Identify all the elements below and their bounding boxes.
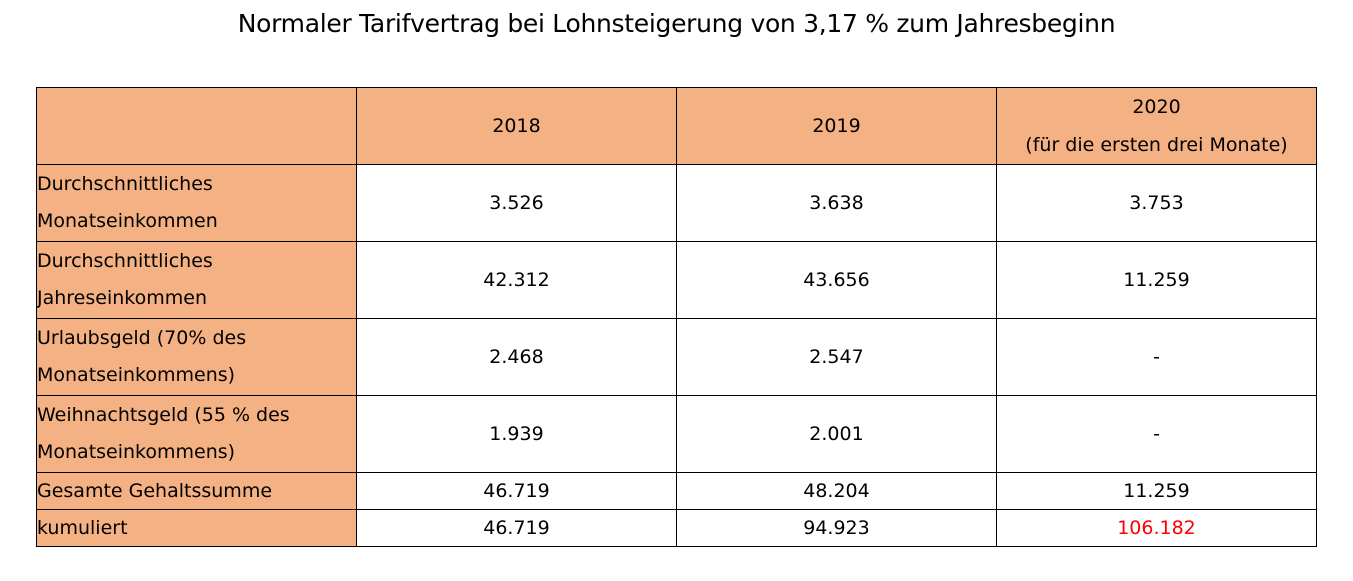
header-corner-cell bbox=[36, 87, 357, 165]
cell-2018: 46.719 bbox=[356, 509, 677, 547]
row-label-line2: Monatseinkommens) bbox=[37, 441, 236, 463]
cell-2018: 42.312 bbox=[356, 241, 677, 319]
row-label-line2: Jahreseinkommen bbox=[37, 287, 207, 309]
salary-table: 2018 2019 2020 (für die ersten drei Mona… bbox=[36, 87, 1317, 547]
row-label: Urlaubsgeld (70% des Monatseinkommens) bbox=[36, 318, 357, 396]
table-row-christmas-bonus: Weihnachtsgeld (55 % des Monatseinkommen… bbox=[36, 395, 1317, 473]
cell-2019: 43.656 bbox=[676, 241, 997, 319]
header-2020: 2020 (für die ersten drei Monate) bbox=[996, 87, 1317, 165]
cell-2020: 11.259 bbox=[996, 472, 1317, 510]
cell-2020-highlighted: 106.182 bbox=[996, 509, 1317, 547]
cell-2018: 1.939 bbox=[356, 395, 677, 473]
row-label: kumuliert bbox=[36, 509, 357, 547]
table-header-row: 2018 2019 2020 (für die ersten drei Mona… bbox=[36, 87, 1317, 165]
row-label-line1: Durchschnittliches bbox=[37, 250, 213, 272]
header-2019: 2019 bbox=[676, 87, 997, 165]
table-row-holiday-pay: Urlaubsgeld (70% des Monatseinkommens) 2… bbox=[36, 318, 1317, 396]
cell-2020: - bbox=[996, 395, 1317, 473]
cell-2018: 46.719 bbox=[356, 472, 677, 510]
cell-2019: 3.638 bbox=[676, 164, 997, 242]
row-label-line1: Weihnachtsgeld (55 % des bbox=[37, 404, 290, 426]
row-label-line2: Monatseinkommen bbox=[37, 210, 218, 232]
cell-2019: 94.923 bbox=[676, 509, 997, 547]
header-2020-note: (für die ersten drei Monate) bbox=[1025, 134, 1288, 156]
table-row-monthly-income: Durchschnittliches Monatseinkommen 3.526… bbox=[36, 164, 1317, 242]
row-label: Durchschnittliches Jahreseinkommen bbox=[36, 241, 357, 319]
row-label: Weihnachtsgeld (55 % des Monatseinkommen… bbox=[36, 395, 357, 473]
header-2020-year: 2020 bbox=[1132, 96, 1181, 118]
cell-2020: - bbox=[996, 318, 1317, 396]
cell-2018: 3.526 bbox=[356, 164, 677, 242]
cell-2018: 2.468 bbox=[356, 318, 677, 396]
cell-2020: 3.753 bbox=[996, 164, 1317, 242]
row-label-line1: Durchschnittliches bbox=[37, 173, 213, 195]
page-title: Normaler Tarifvertrag bei Lohnsteigerung… bbox=[237, 9, 1116, 38]
row-label: Durchschnittliches Monatseinkommen bbox=[36, 164, 357, 242]
cell-2019: 48.204 bbox=[676, 472, 997, 510]
table-row-total-salary: Gesamte Gehaltssumme 46.719 48.204 11.25… bbox=[36, 472, 1317, 510]
row-label-line2: Monatseinkommens) bbox=[37, 364, 236, 386]
row-label: Gesamte Gehaltssumme bbox=[36, 472, 357, 510]
cell-2019: 2.001 bbox=[676, 395, 997, 473]
cell-2019: 2.547 bbox=[676, 318, 997, 396]
row-label-line1: Urlaubsgeld (70% des bbox=[37, 327, 247, 349]
table-row-annual-income: Durchschnittliches Jahreseinkommen 42.31… bbox=[36, 241, 1317, 319]
table-row-cumulative: kumuliert 46.719 94.923 106.182 bbox=[36, 509, 1317, 547]
header-2018: 2018 bbox=[356, 87, 677, 165]
cell-2020: 11.259 bbox=[996, 241, 1317, 319]
